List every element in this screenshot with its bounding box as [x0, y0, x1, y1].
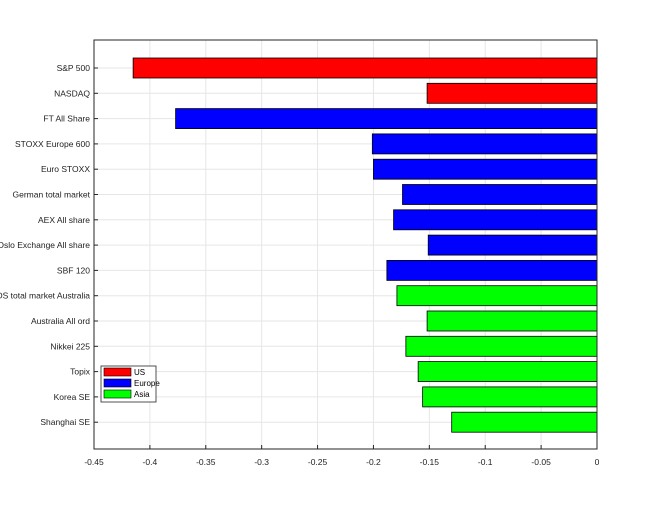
legend-swatch-us: [103, 367, 132, 377]
x-tick-label: -0.2: [366, 457, 381, 467]
y-tick-label: NASDAQ: [54, 88, 90, 98]
y-tick-label: SBF 120: [57, 265, 90, 275]
y-tick-label: German total market: [13, 190, 91, 200]
bar-australia-all-ord: [426, 310, 598, 332]
bar-oslo-exchange-all-share: [427, 234, 598, 256]
y-tick-label: DS total market Australia: [0, 291, 90, 301]
y-tick-label: Topix: [70, 367, 91, 377]
y-tick-label: S&P 500: [57, 63, 91, 73]
y-tick-label: STOXX Europe 600: [15, 139, 90, 149]
x-tick-label: -0.4: [143, 457, 158, 467]
bars: [132, 57, 598, 433]
y-tick-label: FT All Share: [43, 114, 90, 124]
y-tick-label: Euro STOXX: [41, 164, 90, 174]
bar-nasdaq: [426, 82, 598, 104]
legend-swatch-europe: [103, 378, 132, 388]
bar-topix: [417, 361, 598, 383]
bar-stoxx-europe-600: [371, 133, 598, 155]
y-tick-label: AEX All share: [38, 215, 90, 225]
x-tick-label: -0.1: [478, 457, 493, 467]
legend-label-europe: Europe: [134, 379, 160, 388]
bar-s-p-500: [132, 57, 598, 79]
bar-euro-stoxx: [373, 158, 598, 180]
bar-korea-se: [422, 386, 598, 408]
x-tick-label: -0.15: [420, 457, 440, 467]
bar-sbf-120: [386, 259, 598, 281]
legend-label-asia: Asia: [134, 390, 150, 399]
y-tick-label: Korea SE: [54, 392, 91, 402]
legend-label-us: US: [134, 368, 145, 377]
bar-nikkei-225: [405, 335, 598, 357]
y-tick-label: Shanghai SE: [40, 417, 90, 427]
legend-swatch-asia: [103, 389, 132, 399]
y-tick-label: Australia All ord: [31, 316, 90, 326]
legend: US Europe Asia: [100, 365, 160, 403]
y-tick-label: Nikkei 225: [50, 341, 90, 351]
x-tick-labels: -0.45 -0.4 -0.35 -0.3 -0.25 -0.2 -0.15 -0.1 -0.0…: [84, 445, 600, 467]
x-tick-label: -0.45: [84, 457, 104, 467]
x-tick-label: -0.35: [196, 457, 216, 467]
plot-frame: [93, 39, 598, 450]
x-tick-label: 0: [595, 457, 600, 467]
x-tick-label: -0.3: [254, 457, 269, 467]
x-tick-label: -0.05: [531, 457, 551, 467]
bar-ds-total-market-australia: [396, 285, 598, 307]
y-tick-label: Oslo Exchange All share: [0, 240, 90, 250]
x-tick-label: -0.25: [308, 457, 328, 467]
bar-shanghai-se: [451, 411, 598, 433]
bar-german-total-market: [402, 184, 598, 205]
y-tick-labels: S&P 500 NASDAQ FT All Share STOXX Europe 60…: [0, 63, 98, 427]
bar-ft-all-share: [175, 108, 598, 129]
bar-aex-all-share: [393, 209, 598, 231]
